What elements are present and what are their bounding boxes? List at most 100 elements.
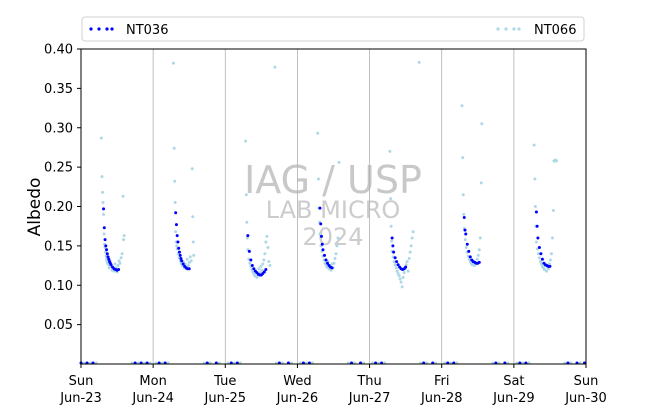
data-point-nt036 <box>396 263 400 267</box>
data-point-nt036 <box>102 226 106 230</box>
data-point-nt066 <box>537 256 541 260</box>
data-point-nt066 <box>174 230 178 234</box>
watermark-line-2: LAB MICRO <box>266 196 401 224</box>
data-point-nt066 <box>332 261 336 265</box>
data-point-nt036 <box>325 261 329 265</box>
data-point-nt066 <box>191 240 195 244</box>
data-point-nt066 <box>267 260 271 264</box>
data-point-nt066 <box>99 136 103 140</box>
data-point-nt066 <box>316 131 320 135</box>
data-point-nt066 <box>173 201 177 205</box>
x-tick-label-day: Wed <box>283 374 311 389</box>
data-point-nt066 <box>549 252 553 256</box>
data-point-nt066 <box>107 266 111 270</box>
data-point-nt036 <box>463 228 467 232</box>
data-point-nt066 <box>185 257 189 261</box>
y-tick-label: 0.25 <box>44 161 73 176</box>
data-point-nt066 <box>467 257 471 261</box>
data-point-nt036 <box>180 259 184 263</box>
x-tick-label-day: Thu <box>356 374 381 389</box>
data-point-nt066 <box>101 201 105 205</box>
data-point-nt066 <box>409 244 413 248</box>
data-point-nt036 <box>178 253 182 257</box>
data-point-nt066 <box>264 240 268 244</box>
data-point-nt066 <box>476 253 480 257</box>
data-point-nt036 <box>540 257 544 261</box>
data-point-nt036 <box>548 264 552 268</box>
data-point-nt066 <box>544 269 548 273</box>
watermark-line-3: 2024 <box>302 223 363 251</box>
data-point-nt066 <box>113 262 117 266</box>
data-point-nt036 <box>539 252 543 256</box>
x-tick-label-date: Jun-24 <box>131 391 174 406</box>
data-point-nt066 <box>259 264 263 268</box>
data-point-nt036 <box>109 263 113 267</box>
data-point-nt066 <box>253 274 257 278</box>
data-point-nt066 <box>400 285 404 289</box>
data-point-nt066 <box>252 271 256 275</box>
data-point-nt066 <box>460 104 464 108</box>
data-point-nt066 <box>118 261 122 265</box>
data-point-nt036 <box>264 268 268 271</box>
data-point-nt066 <box>461 193 465 197</box>
data-point-nt066 <box>190 167 194 171</box>
data-point-nt066 <box>398 277 402 281</box>
data-point-nt066 <box>532 143 536 147</box>
data-point-nt066 <box>318 232 322 236</box>
x-tick-label-date: Jun-23 <box>59 391 102 406</box>
data-point-nt066 <box>410 236 414 240</box>
data-point-nt036 <box>179 256 183 260</box>
data-point-nt036 <box>319 234 323 238</box>
data-point-nt066 <box>265 234 269 238</box>
data-point-nt036 <box>320 242 324 246</box>
data-point-nt066 <box>122 234 126 238</box>
data-point-nt066 <box>534 240 538 244</box>
data-point-nt066 <box>175 244 179 248</box>
data-point-nt066 <box>538 260 542 264</box>
x-tick-label-date: Jun-25 <box>204 391 247 406</box>
x-tick-label-date: Jun-26 <box>276 391 319 406</box>
data-point-nt066 <box>547 262 551 266</box>
data-point-nt066 <box>255 275 259 279</box>
legend-box <box>81 16 585 42</box>
data-point-nt066 <box>462 212 466 216</box>
data-point-nt066 <box>191 215 195 219</box>
data-point-nt036 <box>247 249 251 253</box>
data-point-nt066 <box>116 264 120 268</box>
data-point-nt036 <box>102 207 106 211</box>
data-point-nt036 <box>330 266 334 270</box>
data-point-nt066 <box>405 260 409 264</box>
data-point-nt066 <box>186 264 190 268</box>
data-point-nt066 <box>262 258 266 262</box>
x-tick-label-day: Sun <box>574 374 599 389</box>
x-tick-label-day: Tue <box>213 374 236 389</box>
data-point-nt066 <box>257 267 261 271</box>
data-point-nt066 <box>535 247 539 251</box>
data-point-nt036 <box>249 258 253 262</box>
data-point-nt066 <box>171 61 175 65</box>
data-point-nt066 <box>316 177 320 181</box>
data-point-nt066 <box>402 271 406 275</box>
data-point-nt066 <box>394 266 398 270</box>
data-point-nt036 <box>175 234 179 238</box>
data-point-nt066 <box>117 259 121 263</box>
data-point-nt066 <box>388 149 392 153</box>
data-point-nt036 <box>393 256 397 260</box>
data-point-nt066 <box>390 239 394 243</box>
data-point-nt066 <box>395 269 399 273</box>
data-point-nt066 <box>393 263 397 267</box>
x-tick-label-day: Sun <box>69 374 94 389</box>
data-point-nt066 <box>102 232 106 236</box>
data-point-nt066 <box>548 258 552 262</box>
data-point-nt066 <box>245 220 249 224</box>
data-point-nt036 <box>104 244 108 248</box>
data-point-nt036 <box>262 270 266 274</box>
data-point-nt066 <box>101 190 105 194</box>
data-point-nt066 <box>119 256 123 260</box>
data-point-nt036 <box>117 268 121 271</box>
data-point-nt036 <box>465 242 469 246</box>
data-point-nt066 <box>187 260 191 264</box>
y-tick-label: 0.10 <box>44 279 73 294</box>
